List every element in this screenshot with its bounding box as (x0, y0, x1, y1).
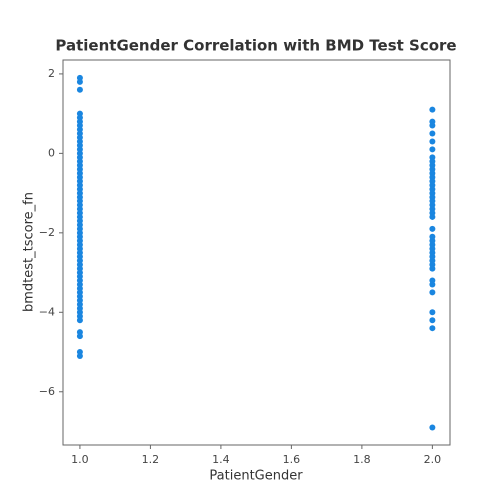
x-axis-label: PatientGender (209, 469, 303, 484)
point (429, 289, 436, 296)
point (429, 281, 436, 288)
point (429, 424, 436, 431)
y-tick-label: −2 (39, 226, 55, 239)
point (76, 78, 83, 85)
x-tick-label: 2.0 (424, 453, 442, 466)
plot-frame (62, 59, 451, 446)
point (429, 106, 436, 113)
point (429, 122, 436, 129)
point (429, 213, 436, 220)
y-tick-label: −4 (39, 305, 55, 318)
chart-title: PatientGender Correlation with BMD Test … (55, 37, 456, 55)
y-axis-label: bmdtest_tscore_fn (22, 192, 37, 312)
point (429, 265, 436, 272)
point (429, 225, 436, 232)
point (76, 353, 83, 360)
point (429, 146, 436, 153)
point (76, 333, 83, 340)
x-tick-label: 1.0 (71, 453, 89, 466)
x-tick-label: 1.2 (142, 453, 160, 466)
point (429, 325, 436, 332)
point (429, 317, 436, 324)
x-tick-label: 1.6 (283, 453, 301, 466)
point (76, 317, 83, 324)
y-tick-label: 2 (48, 67, 55, 80)
x-tick-label: 1.4 (212, 453, 230, 466)
point (429, 138, 436, 145)
y-tick-label: 0 (48, 146, 55, 159)
point (429, 130, 436, 137)
y-tick-label: −6 (39, 385, 55, 398)
point (429, 309, 436, 316)
point (76, 86, 83, 93)
x-tick-label: 1.8 (353, 453, 371, 466)
